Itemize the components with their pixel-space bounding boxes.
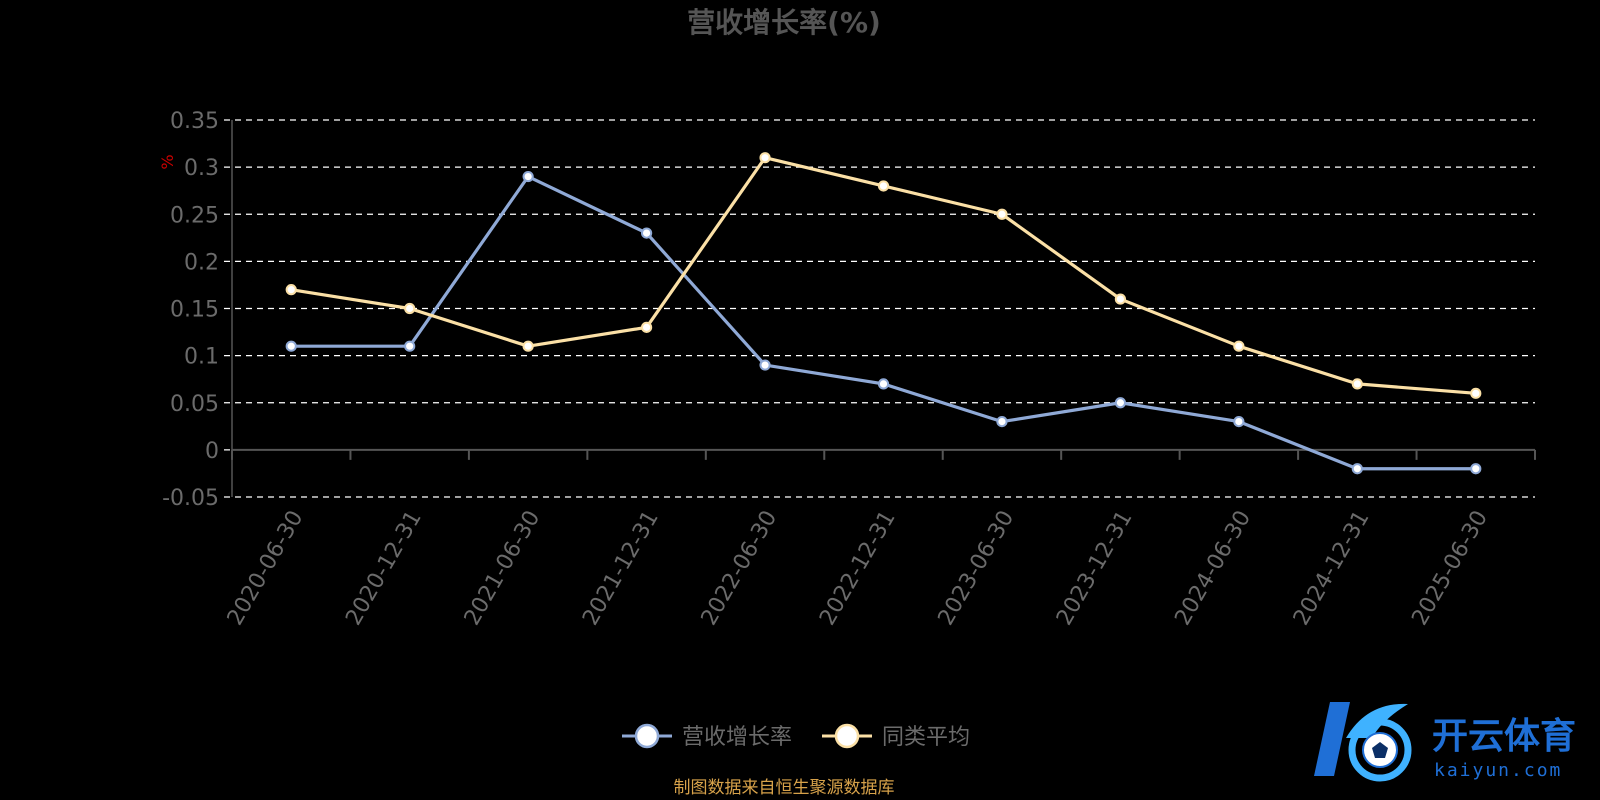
legend[interactable]: 营收增长率 同类平均 [622, 723, 970, 750]
data-point [640, 321, 653, 333]
data-point [1233, 340, 1245, 352]
data-point [285, 340, 297, 352]
watermark-logo: 开云体育 kaiyun.com [1314, 702, 1576, 782]
data-point [1470, 463, 1482, 475]
data-point [759, 359, 771, 371]
logo-ball-patch [1372, 742, 1388, 758]
y-tick-label: 0.15 [170, 298, 219, 323]
y-tick-label: 0.25 [170, 203, 219, 228]
data-point [1470, 387, 1482, 399]
y-tick-label: 0.1 [184, 345, 219, 370]
y-tick-label: 0.35 [170, 109, 219, 134]
data-point [996, 416, 1008, 428]
k-soccer-ball-logo-icon [1314, 702, 1412, 782]
series-line [291, 174, 1476, 471]
x-tick-label: 2023-06-30 [934, 507, 1020, 630]
x-tick-label: 2024-06-30 [1170, 507, 1256, 630]
data-point [522, 340, 534, 352]
x-tick-label: 2021-12-31 [578, 507, 664, 630]
data-point [1233, 416, 1245, 428]
legend-item-revenue-growth[interactable]: 营收增长率 [622, 723, 792, 750]
logo-name-cn: 开云体育 [1432, 716, 1576, 757]
y-tick-label: 0 [205, 439, 219, 464]
x-tick-label: 2024-12-31 [1289, 507, 1375, 630]
legend-marker [834, 723, 860, 749]
data-point [1114, 293, 1127, 305]
data-point [1351, 378, 1363, 390]
data-point [640, 227, 653, 239]
logo-ring [1348, 718, 1412, 782]
x-tick-label: 2022-12-31 [815, 507, 901, 630]
x-tick-label: 2023-12-31 [1052, 507, 1138, 630]
data-source-note: 制图数据来自恒生聚源数据库 [674, 778, 895, 798]
legend-label: 营收增长率 [682, 725, 792, 750]
legend-label: 同类平均 [882, 725, 970, 750]
y-tick-label: -0.05 [162, 486, 219, 511]
y-tick-label: 0.2 [184, 250, 219, 275]
data-point [404, 302, 416, 315]
x-tick-label: 2020-12-31 [341, 507, 427, 630]
legend-item-peer-average[interactable]: 同类平均 [822, 723, 970, 750]
x-tick-label: 2022-06-30 [697, 507, 783, 630]
data-point [285, 284, 297, 296]
data-point [877, 180, 890, 192]
axes: 0.35 0.3 0.25 0.2 0.15 0.1 0.05 0 -0.052020-06-3… [162, 109, 1536, 630]
y-axis-unit-label: % [158, 154, 177, 169]
series-line [290, 156, 1476, 395]
x-tick-label: 2020-06-30 [223, 507, 309, 630]
legend-marker [634, 723, 660, 749]
data-point [522, 170, 534, 183]
grid-lines [224, 119, 1535, 498]
y-tick-label: 0.3 [184, 156, 219, 181]
series-peer-average [285, 152, 1482, 399]
data-point [996, 208, 1008, 220]
data-point [1351, 463, 1363, 475]
series-lines [285, 152, 1482, 475]
logo-name-en: kaiyun.com [1434, 760, 1562, 781]
data-point [1114, 397, 1127, 409]
logo-k-stem [1314, 702, 1350, 776]
data-point [404, 340, 416, 352]
x-tick-label: 2021-06-30 [460, 507, 546, 630]
x-tick-label: 2025-06-30 [1407, 507, 1493, 630]
data-point [877, 378, 890, 390]
data-point [759, 152, 771, 164]
series-revenue-growth [285, 170, 1482, 475]
chart-title: 营收增长率(%) [687, 6, 881, 39]
y-tick-label: 0.05 [170, 392, 219, 417]
